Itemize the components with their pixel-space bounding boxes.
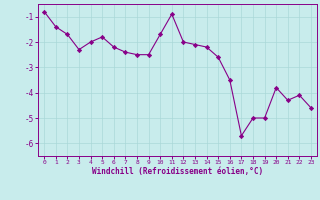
- X-axis label: Windchill (Refroidissement éolien,°C): Windchill (Refroidissement éolien,°C): [92, 167, 263, 176]
